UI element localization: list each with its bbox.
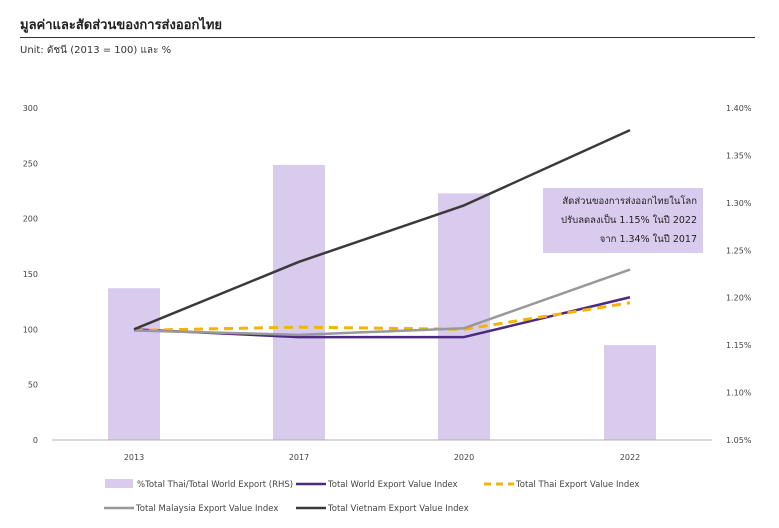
legend-label: Total World Export Value Index (327, 480, 458, 490)
y-left-tick-label: 250 (23, 159, 38, 168)
x-tick-label: 2020 (454, 453, 474, 462)
y-left-tick-label: 0 (33, 436, 38, 445)
y-right-tick-label: 1.15% (726, 341, 752, 350)
legend: %Total Thai/Total World Export (RHS) Tota… (104, 479, 639, 514)
x-tick-label: 2022 (620, 453, 640, 462)
title-divider (20, 37, 755, 38)
y-right-tick-label: 1.25% (726, 246, 752, 255)
y-left-tick-label: 50 (28, 381, 38, 390)
bar (108, 288, 160, 440)
y-left-tick-label: 200 (23, 215, 38, 224)
annotation-line: สัดส่วนของการส่งออกไทยในโลก (562, 196, 697, 207)
bars-layer (108, 164, 656, 440)
annotation-line: ปรับลดลงเป็น 1.15% ในปี 2022 (561, 215, 697, 226)
y-right-tick-label: 1.20% (726, 294, 752, 303)
y-left-tick-label: 300 (23, 104, 38, 113)
bar (273, 164, 325, 440)
annotation-line: จาก 1.34% ในปี 2017 (599, 234, 697, 245)
y-right-tick-label: 1.10% (726, 389, 752, 398)
legend-swatch (105, 479, 133, 488)
y-right-tick-label: 1.35% (726, 151, 752, 160)
lines-layer (133, 128, 631, 339)
y-right-tick-label: 1.30% (726, 199, 752, 208)
series-line-vietnam (133, 128, 631, 331)
x-tick-label: 2013 (124, 453, 144, 462)
legend-label: Total Malaysia Export Value Index (135, 504, 278, 514)
annotation-box: สัดส่วนของการส่งออกไทยในโลก ปรับลดลงเป็น… (543, 188, 703, 253)
y-right-tick-label: 1.40% (726, 104, 752, 113)
axes-layer: 0 50 100 150 200 250 300 1.05% 1.10% 1.15% 1.20% 1.… (23, 104, 752, 462)
x-tick-label: 2017 (289, 453, 309, 462)
bar (438, 193, 490, 440)
chart-title: มูลค่าและสัดส่วนของการส่งออกไทย (20, 18, 223, 33)
bar (604, 345, 656, 440)
y-right-tick-label: 1.05% (726, 436, 752, 445)
legend-label: Total Vietnam Export Value Index (327, 504, 469, 514)
y-left-tick-label: 150 (23, 270, 38, 279)
series-line-malaysia (133, 268, 631, 337)
series-line-thai (133, 301, 631, 332)
y-left-tick-label: 100 (23, 325, 38, 334)
unit-label: Unit: ดัชนี (2013 = 100) และ % (20, 45, 172, 56)
legend-label: Total Thai Export Value Index (515, 480, 639, 490)
legend-label: %Total Thai/Total World Export (RHS) (137, 480, 293, 490)
